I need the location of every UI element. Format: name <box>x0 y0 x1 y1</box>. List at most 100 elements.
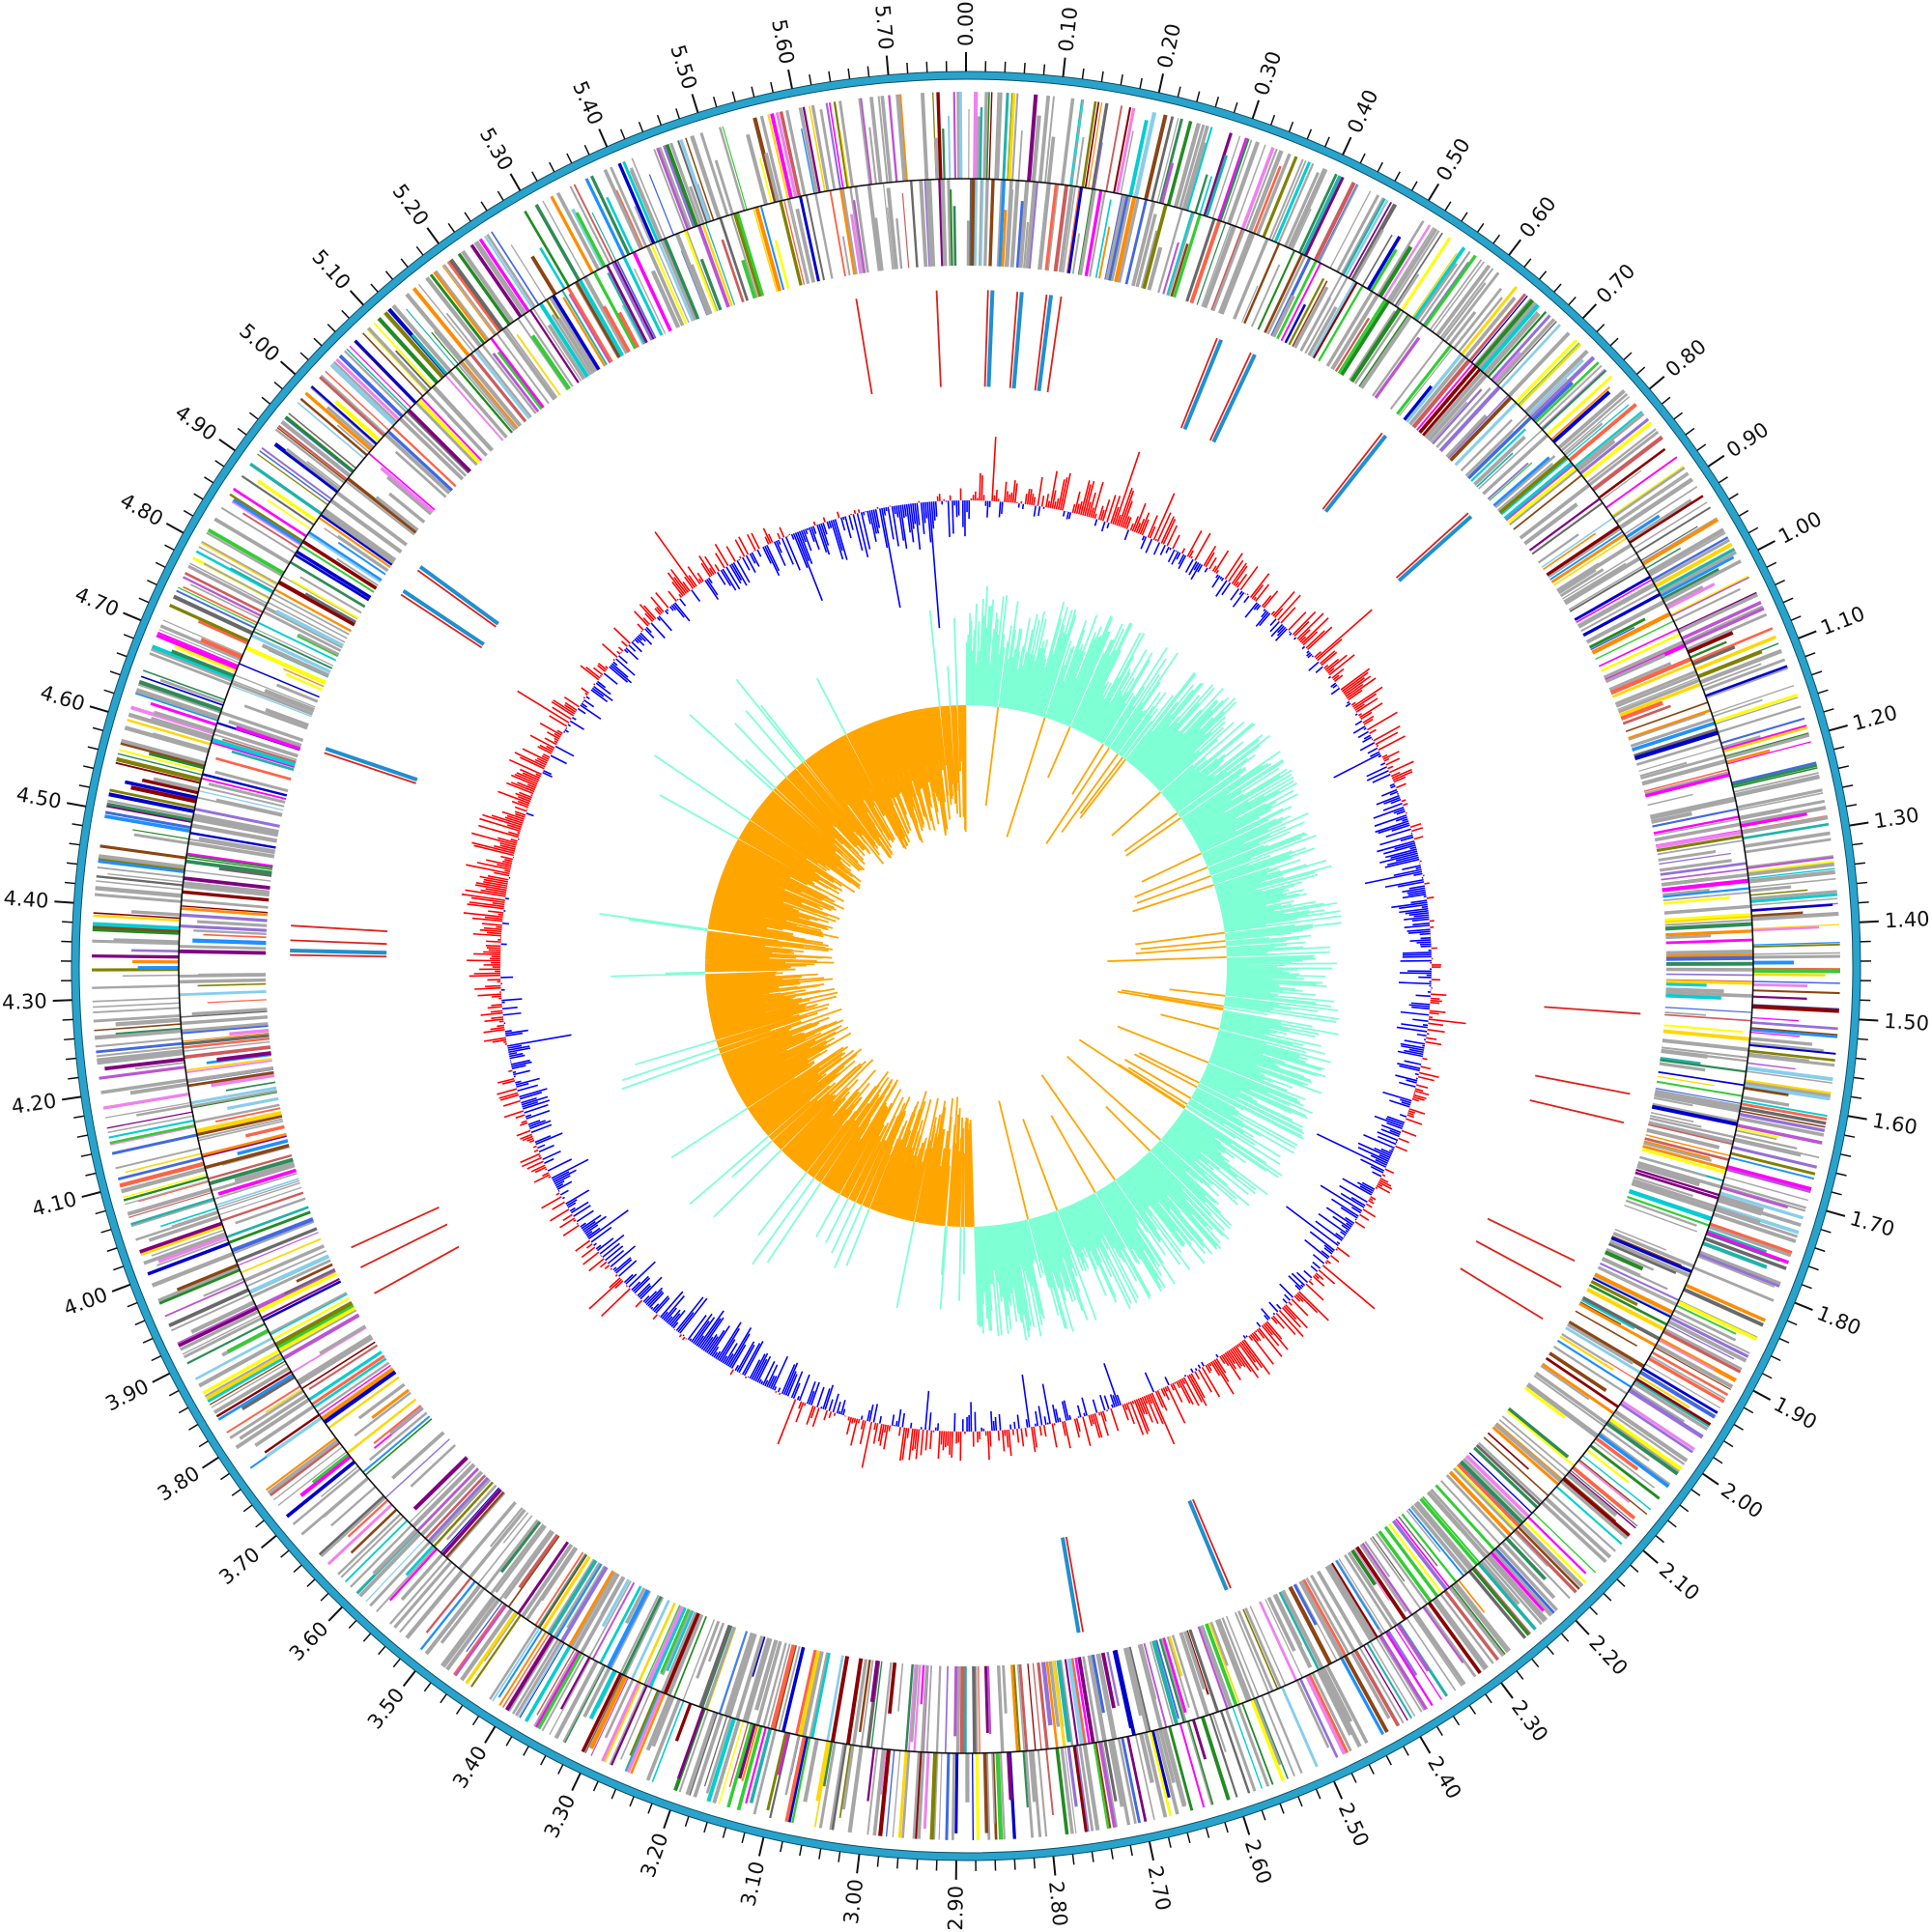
cds-forward-feature <box>590 1677 630 1756</box>
cds-reverse-feature <box>501 327 556 401</box>
cds-forward-feature <box>172 594 254 636</box>
cds-reverse-feature <box>235 1197 306 1225</box>
cds-reverse-feature <box>938 179 944 267</box>
cds-reverse-feature <box>199 785 285 808</box>
scale-tick-label: 0.30 <box>1250 48 1287 99</box>
cds-forward-feature <box>109 1123 196 1145</box>
cds-forward-feature <box>1251 1697 1282 1766</box>
cds-forward-feature <box>174 643 238 673</box>
cds-forward-feature <box>1471 1567 1530 1636</box>
minor-tick <box>1817 689 1829 695</box>
cds-forward-feature <box>1480 1559 1520 1605</box>
cds-reverse-feature <box>182 1034 270 1046</box>
cds-reverse-feature <box>388 492 426 524</box>
cds-reverse-feature <box>1310 1574 1356 1652</box>
cds-forward-feature <box>504 1634 554 1712</box>
cds-reverse-feature <box>1197 1626 1229 1710</box>
cds-forward-feature <box>123 1176 209 1202</box>
cds-forward-feature <box>896 94 908 182</box>
cds-reverse-feature <box>578 278 625 357</box>
cds-reverse-feature <box>1657 839 1744 856</box>
cds-reverse-feature <box>1009 1664 1019 1752</box>
cds-reverse-feature <box>1654 818 1740 837</box>
cds-forward-feature <box>1192 1719 1208 1760</box>
minor-tick <box>392 1658 401 1668</box>
cds-reverse-feature <box>291 1326 367 1374</box>
cds-forward-feature <box>1641 1367 1719 1414</box>
cds-reverse-feature <box>1337 298 1387 375</box>
cds-forward-feature <box>143 669 226 701</box>
scale-tick-label: 5.00 <box>235 319 284 366</box>
cds-forward-feature <box>159 678 225 704</box>
cds-forward-feature <box>1011 93 1019 181</box>
cds-reverse-feature <box>1045 1661 1059 1748</box>
cds-forward-feature <box>534 204 581 282</box>
scale-tick-label: 4.30 <box>2 989 48 1014</box>
cds-reverse-feature <box>301 539 378 590</box>
minor-tick <box>1560 1633 1570 1642</box>
cds-reverse-feature <box>1069 1658 1087 1745</box>
gc-content-track <box>461 437 1466 1468</box>
minor-tick <box>876 1856 880 1867</box>
ncrna-feature <box>291 924 388 933</box>
major-tick <box>571 1773 582 1792</box>
cds-forward-feature <box>1439 268 1494 339</box>
cds-reverse-feature <box>1617 676 1699 711</box>
cds-reverse-feature <box>1087 1655 1105 1742</box>
cds-reverse-feature <box>1143 1642 1168 1728</box>
cds-forward-feature <box>269 1441 341 1497</box>
cds-forward-feature <box>1577 1460 1631 1503</box>
cds-forward-feature <box>1551 390 1611 443</box>
cds-forward-feature <box>1179 124 1206 210</box>
cds-forward-feature <box>1662 1329 1742 1374</box>
cds-reverse-feature <box>955 1665 961 1753</box>
cds-forward-feature <box>1222 139 1253 223</box>
minor-tick <box>447 222 456 233</box>
cds-forward-feature <box>952 92 957 180</box>
cds-forward-feature <box>194 1336 273 1380</box>
minor-tick <box>1224 1822 1229 1833</box>
cds-reverse-feature <box>427 1476 490 1543</box>
cds-reverse-feature <box>191 816 279 838</box>
cds-forward-feature <box>1752 989 1840 995</box>
cds-forward-feature <box>168 603 250 643</box>
cds-forward-feature <box>229 1389 304 1439</box>
cds-reverse-feature <box>1568 1321 1645 1369</box>
cds-forward-feature <box>1747 856 1834 869</box>
cds-reverse-feature <box>1206 226 1236 309</box>
cds-reverse-feature <box>1477 1441 1544 1504</box>
cds-reverse-feature <box>599 1585 642 1664</box>
cds-reverse-feature <box>901 192 910 269</box>
cds-reverse-feature <box>568 1570 614 1647</box>
cds-forward-feature <box>1683 605 1764 644</box>
cds-forward-feature <box>923 1751 930 1830</box>
minor-tick <box>384 270 394 280</box>
cds-forward-feature <box>129 705 215 735</box>
cds-reverse-feature <box>860 1660 874 1747</box>
cds-forward-feature <box>1154 1729 1179 1815</box>
cds-reverse-feature <box>795 208 816 283</box>
cds-reverse-feature <box>1108 195 1130 281</box>
cds-reverse-feature <box>624 1587 646 1624</box>
cds-forward-feature <box>1160 162 1175 205</box>
cds-forward-feature <box>461 249 515 324</box>
cds-reverse-feature <box>910 180 919 268</box>
cds-forward-feature <box>1494 318 1556 385</box>
cds-forward-feature <box>171 1293 251 1332</box>
minor-tick <box>1786 1320 1798 1326</box>
cds-reverse-feature <box>283 668 325 688</box>
cds-reverse-feature <box>548 1559 598 1635</box>
scale-tick-label: 1.20 <box>1850 701 1899 735</box>
cds-forward-feature <box>1615 471 1689 523</box>
cds-forward-feature <box>177 586 257 626</box>
cds-reverse-feature <box>858 1659 871 1733</box>
cds-forward-feature <box>770 113 793 199</box>
cds-reverse-feature <box>873 217 884 271</box>
cds-forward-feature <box>97 1048 184 1063</box>
cds-reverse-feature <box>1414 1500 1474 1571</box>
cds-reverse-feature <box>1614 1228 1667 1251</box>
cds-reverse-feature <box>1648 1121 1734 1145</box>
cds-forward-feature <box>226 1385 301 1434</box>
cds-forward-feature <box>1717 1200 1762 1216</box>
